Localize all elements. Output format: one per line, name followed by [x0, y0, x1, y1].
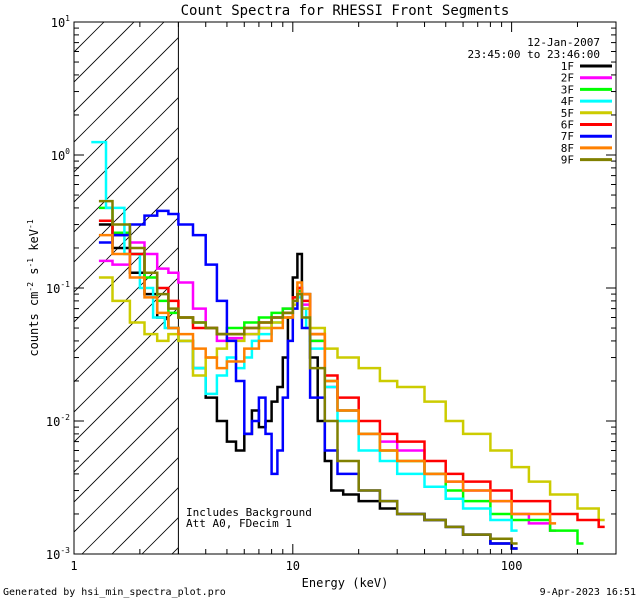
series-line-9f [98, 199, 518, 545]
hatch-line [74, 37, 179, 143]
legend-label-1f: 1F [561, 60, 574, 73]
y-tick-label: 100 [51, 147, 70, 163]
hatch-line [74, 67, 179, 173]
legend-label-5f: 5F [561, 107, 574, 120]
y-label-part-1: counts cm [27, 292, 41, 357]
y-label-exp-3: -1 [26, 219, 35, 229]
y-label-exp-1: -2 [26, 282, 35, 292]
legend-date: 12-Jan-2007 [527, 36, 600, 49]
chart-title: Count Spectra for RHESSI Front Segments [181, 3, 510, 19]
annotation-background: Includes Background [186, 506, 312, 519]
x-tick-label: 10 [286, 559, 300, 573]
footer-generated-by: Generated by hsi_min_spectra_plot.pro [3, 587, 226, 598]
legend-label-3f: 3F [561, 83, 574, 96]
legend-label-2f: 2F [561, 72, 574, 85]
legend-time-range: 23:45:00 to 23:46:00 [468, 48, 600, 61]
y-axis: 10-3 10-2 10-1 100 101 [46, 14, 616, 562]
hatch-line [74, 397, 179, 503]
y-label-part-2: s [27, 268, 41, 282]
y-tick-label: 10-2 [46, 413, 70, 429]
legend-label-7f: 7F [561, 130, 574, 143]
hatch-line [81, 457, 179, 554]
x-axis-label: Energy (keV) [302, 576, 389, 590]
legend-label-8f: 8F [561, 142, 574, 155]
y-label-exp-2: -1 [26, 258, 35, 268]
hatch-line [74, 97, 179, 203]
y-tick-label: 10-1 [46, 280, 70, 296]
x-tick-label: 100 [501, 559, 523, 573]
series-line-6f [98, 219, 605, 529]
hatch-line [74, 22, 165, 113]
y-label-part-3: keV [27, 229, 41, 258]
hatch-line [74, 427, 179, 533]
hatch-line [74, 217, 179, 323]
y-tick-label: 101 [51, 14, 70, 30]
x-tick-label: 1 [70, 559, 77, 573]
annotation-attenuator: Att A0, FDecim 1 [186, 517, 292, 530]
series-layer [91, 140, 605, 550]
y-tick-label: 10-3 [46, 546, 70, 562]
legend-label-4f: 4F [561, 95, 574, 108]
hatch-line [74, 367, 179, 473]
y-axis-label: counts cm-2 s-1 keV-1 [26, 219, 41, 356]
legend-label-9f: 9F [561, 154, 574, 167]
hatch-line [74, 247, 179, 353]
x-axis: 1 10 100 [70, 22, 617, 573]
footer-timestamp: 9-Apr-2023 16:51 [540, 587, 636, 598]
legend-label-6f: 6F [561, 119, 574, 132]
